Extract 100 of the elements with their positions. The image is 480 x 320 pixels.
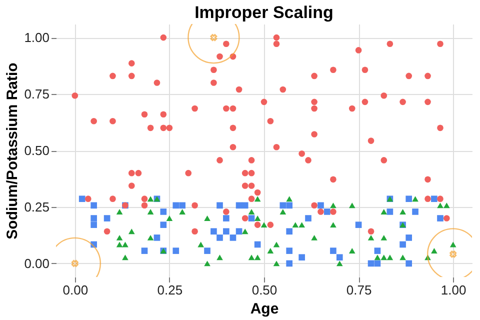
point xyxy=(216,202,223,209)
point xyxy=(179,208,186,214)
point xyxy=(223,215,230,222)
point xyxy=(236,228,242,235)
point xyxy=(198,242,204,248)
point xyxy=(223,228,230,235)
point xyxy=(267,248,274,254)
point xyxy=(242,202,248,209)
point xyxy=(147,208,154,214)
point xyxy=(254,241,261,248)
y-tick-label: 0.00 xyxy=(24,256,50,271)
point xyxy=(386,254,394,260)
point xyxy=(286,248,292,254)
point xyxy=(450,242,456,248)
point xyxy=(122,242,128,248)
point xyxy=(330,248,336,254)
point xyxy=(374,260,381,267)
point xyxy=(324,208,330,215)
point xyxy=(298,222,305,228)
x-axis-title: Age xyxy=(250,300,279,318)
point xyxy=(298,254,305,261)
point xyxy=(431,248,438,254)
point xyxy=(216,254,223,260)
point xyxy=(273,242,280,248)
point xyxy=(90,202,97,209)
point xyxy=(236,202,242,209)
point xyxy=(260,222,268,228)
point xyxy=(444,202,450,208)
point xyxy=(318,202,324,209)
y-tick-label: 0.50 xyxy=(24,143,50,158)
point xyxy=(412,196,418,202)
point xyxy=(116,242,123,248)
y-tick-label: 0.25 xyxy=(24,199,50,214)
point xyxy=(216,234,223,241)
point xyxy=(230,234,236,241)
point xyxy=(248,215,255,222)
point xyxy=(336,260,343,266)
point xyxy=(380,208,388,214)
point xyxy=(311,234,318,240)
point xyxy=(286,202,292,209)
point xyxy=(204,260,210,266)
point xyxy=(273,260,280,266)
point xyxy=(204,248,210,254)
point xyxy=(160,208,167,215)
point xyxy=(386,208,394,215)
point xyxy=(336,254,343,261)
point xyxy=(330,222,336,228)
point xyxy=(154,234,160,241)
point xyxy=(400,241,406,248)
point xyxy=(172,202,180,209)
chart-title: Improper Scaling xyxy=(194,3,334,22)
point xyxy=(286,228,292,235)
point xyxy=(280,202,286,209)
point xyxy=(348,248,356,254)
point xyxy=(90,215,97,222)
point xyxy=(141,248,148,254)
point xyxy=(286,260,292,267)
point xyxy=(116,234,123,240)
point xyxy=(400,208,406,214)
point xyxy=(355,222,362,228)
y-tick-label: 1.00 xyxy=(24,30,50,46)
point xyxy=(330,202,336,208)
point xyxy=(374,254,381,260)
point xyxy=(104,215,110,222)
point xyxy=(166,216,173,222)
point xyxy=(305,215,312,222)
point xyxy=(128,228,135,234)
point xyxy=(400,254,406,260)
point xyxy=(380,234,388,240)
point xyxy=(147,196,154,202)
point xyxy=(280,208,286,214)
x-tick-label: 1.00 xyxy=(440,282,466,298)
point xyxy=(116,208,123,214)
point xyxy=(248,208,255,214)
point xyxy=(254,216,261,222)
point xyxy=(368,260,374,267)
point xyxy=(406,234,412,241)
point xyxy=(368,234,374,240)
point xyxy=(374,248,381,254)
point xyxy=(437,202,444,208)
point xyxy=(78,196,86,202)
point xyxy=(242,228,248,234)
point xyxy=(172,248,180,254)
point xyxy=(431,196,438,202)
point xyxy=(406,196,412,202)
x-tick-label: 0.25 xyxy=(157,282,183,298)
x-tick-label: 0.75 xyxy=(346,282,372,298)
point xyxy=(122,254,128,260)
point xyxy=(210,228,217,235)
point xyxy=(204,216,210,222)
y-tick-label: 0.75 xyxy=(24,86,50,102)
point xyxy=(348,202,356,208)
point xyxy=(380,254,388,260)
point xyxy=(147,234,154,240)
point xyxy=(160,222,167,228)
point xyxy=(179,202,186,209)
point xyxy=(437,215,444,222)
point xyxy=(254,254,261,260)
point xyxy=(292,222,299,228)
point xyxy=(248,254,255,260)
